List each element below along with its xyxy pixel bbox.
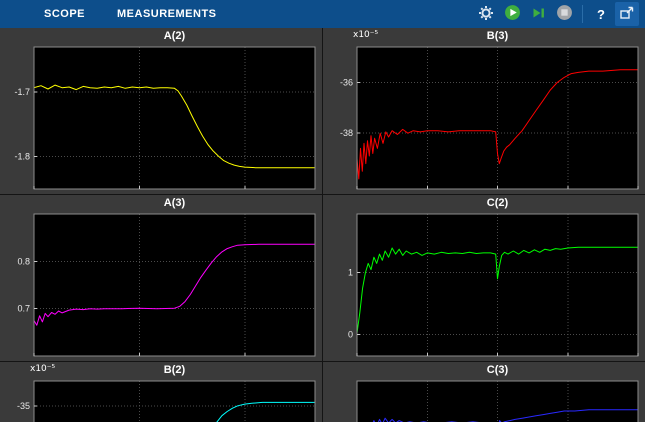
simulation-controls: ?	[474, 0, 645, 28]
svg-text:0: 0	[348, 329, 353, 339]
plot-title-b2: B(2)	[163, 364, 186, 376]
plot-canvas-a3: 0.7 0.8	[17, 213, 316, 357]
stop-icon	[556, 4, 573, 24]
step-forward-icon	[530, 5, 546, 24]
scope-display-area: A(2) -1.8 -1.7 B(3) x10⁻⁵ -38 -36 A(3) 0.7…	[0, 28, 645, 422]
plot-title-b3: B(3)	[486, 30, 509, 42]
tab-scope[interactable]: SCOPE	[44, 8, 86, 20]
dock-window-icon	[619, 5, 635, 24]
gear-icon	[478, 5, 494, 24]
toolbar: SCOPE MEASUREMENTS	[0, 0, 645, 28]
toolbar-tabs: SCOPE MEASUREMENTS	[0, 0, 233, 28]
plot-canvas-b3: -38 -36	[340, 46, 639, 190]
plot-canvas-a2: -1.8 -1.7	[14, 46, 316, 190]
tab-measurements[interactable]: MEASUREMENTS	[117, 8, 217, 20]
plot-title-c2: C(2)	[486, 197, 509, 209]
plot-title-c3: C(3)	[486, 364, 509, 376]
settings-button[interactable]	[474, 2, 498, 26]
run-play-icon	[504, 4, 521, 24]
plot-title-a3: A(3)	[163, 197, 186, 209]
toolbar-separator	[582, 5, 583, 23]
svg-text:1: 1	[348, 268, 353, 278]
plot-panel-c3: C(3) 00.50200400600800	[323, 362, 645, 422]
stop-button[interactable]	[552, 2, 576, 26]
svg-text:-38: -38	[340, 128, 353, 138]
svg-text:0.7: 0.7	[17, 304, 30, 314]
plot-panel-b2: B(2) x10⁻⁵ -40-350300600	[0, 362, 322, 422]
step-forward-button[interactable]	[526, 2, 550, 26]
help-button[interactable]: ?	[589, 2, 613, 26]
svg-text:-35: -35	[17, 401, 30, 411]
dock-button[interactable]	[615, 2, 639, 26]
plot-panel-b3: B(3) x10⁻⁵ -38 -36	[323, 28, 645, 194]
run-button[interactable]	[500, 2, 524, 26]
y-multiplier-b2: x10⁻⁵	[30, 364, 56, 374]
svg-text:-1.8: -1.8	[14, 152, 30, 162]
plot-title-a2: A(2)	[163, 30, 186, 42]
y-multiplier-b3: x10⁻⁵	[353, 30, 379, 40]
plot-panel-a2: A(2) -1.8 -1.7	[0, 28, 322, 194]
svg-text:0.8: 0.8	[17, 256, 30, 266]
plot-panel-a3: A(3) 0.7 0.8	[0, 195, 322, 361]
plot-canvas-c2: 01	[348, 213, 639, 357]
svg-text:-1.7: -1.7	[14, 87, 30, 97]
plot-canvas-b2: -40-350300600	[17, 380, 316, 422]
plot-canvas-c3: 00.50200400600800	[356, 380, 639, 422]
help-icon: ?	[597, 6, 605, 22]
svg-text:-36: -36	[340, 78, 353, 88]
